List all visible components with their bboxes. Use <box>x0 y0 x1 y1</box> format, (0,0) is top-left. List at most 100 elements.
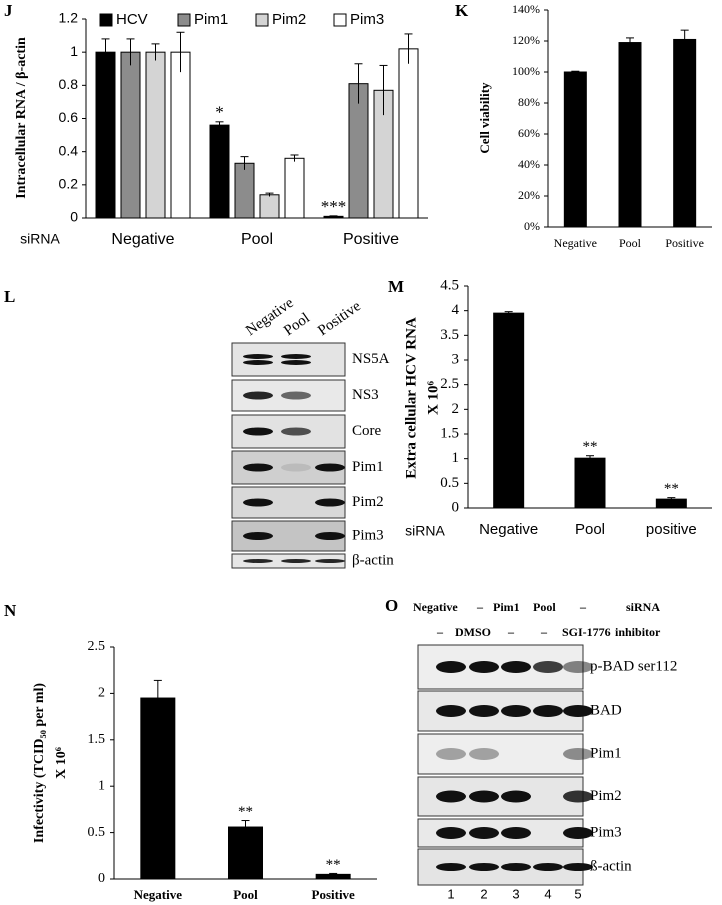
bar <box>618 42 642 228</box>
blot-row-label: Pim3 <box>352 527 384 543</box>
y-axis-label: Intracellular RNA / β-actin <box>14 37 29 199</box>
y-tick-label: 1.5 <box>440 425 459 441</box>
treatment-label: – <box>507 625 515 639</box>
y-tick-label: 60% <box>518 126 540 140</box>
blot-row <box>417 733 584 775</box>
treatment-label: – <box>476 600 484 614</box>
x-tick-label: Positive <box>312 887 356 902</box>
lane-number: 1 <box>447 886 454 901</box>
y-axis-label: Infectivity (TCID₅₀ per ml) <box>32 683 47 844</box>
legend-label: HCV <box>116 11 148 28</box>
y-axis-label: Extra cellular HCV RNA <box>403 317 419 479</box>
treatment-label: Negative <box>413 600 458 614</box>
bar <box>398 48 419 219</box>
y-tick-label: 2 <box>452 401 460 417</box>
blot-row-label: Pim2 <box>590 788 622 804</box>
treatment-label: inhibitor <box>615 625 661 639</box>
blot-band <box>243 498 273 507</box>
blot-row <box>231 342 346 377</box>
blot-band <box>563 661 593 673</box>
legend-swatch <box>177 13 191 27</box>
legend-swatch <box>255 13 269 27</box>
blot-row-label: Pim1 <box>352 459 384 475</box>
blot-band <box>315 532 345 540</box>
panel-label: O <box>385 596 398 615</box>
blot-row-label: Pim3 <box>590 824 622 840</box>
bar <box>140 697 176 880</box>
blot-band <box>469 827 499 839</box>
blot-band <box>469 661 499 673</box>
y-tick-label: 2 <box>98 686 105 701</box>
x-tick-label: Pool <box>619 236 642 250</box>
treatment-label: DMSO <box>455 625 491 639</box>
legend-label: Pim1 <box>194 11 228 28</box>
y-tick-label: 0% <box>524 219 540 233</box>
blot-band <box>533 863 563 871</box>
y-tick-label: 0 <box>98 871 105 886</box>
y-tick-label: 0.6 <box>59 109 79 125</box>
y-tick-label: 80% <box>518 95 540 109</box>
panel-label: J <box>4 1 13 20</box>
y-tick-label: 0.2 <box>59 176 79 192</box>
x-tick-label: Negative <box>554 236 597 250</box>
blot-band <box>563 748 593 760</box>
bar <box>228 826 263 880</box>
blot-band <box>563 863 593 871</box>
x-tick-label: Positive <box>665 236 704 250</box>
blot-band <box>469 790 499 803</box>
x-tick-label: Negative <box>111 231 174 248</box>
bar <box>259 194 280 219</box>
blot-band <box>436 748 466 760</box>
blot-band <box>501 863 531 871</box>
bar <box>234 162 255 219</box>
blot-band <box>281 354 311 359</box>
bar <box>493 312 525 509</box>
lane-number: 5 <box>574 886 581 901</box>
y-tick-label: 40% <box>518 157 540 171</box>
blot-band <box>281 360 311 365</box>
y-tick-label: 1.2 <box>59 10 79 26</box>
panel-label: K <box>455 1 469 20</box>
blot-band <box>469 863 499 871</box>
blot-band <box>436 705 466 717</box>
blot-band <box>501 661 531 673</box>
blot-band <box>243 427 273 436</box>
significance-label: ** <box>326 857 341 873</box>
x-tick-label: Pool <box>575 521 605 538</box>
blot-band <box>243 354 273 359</box>
treatment-label: – <box>436 625 444 639</box>
y-tick-label: 1 <box>452 450 460 466</box>
y-tick-label: 2.5 <box>440 376 459 392</box>
blot-band <box>281 463 311 472</box>
blot-band <box>243 532 273 540</box>
y-tick-label: 0.4 <box>59 142 79 158</box>
lane-number: 4 <box>544 886 551 901</box>
legend-label: Pim3 <box>350 11 384 28</box>
blot-row-label: NS5A <box>352 351 390 367</box>
blot-band <box>563 790 593 803</box>
x-tick-label: positive <box>646 521 697 538</box>
legend-swatch <box>333 13 347 27</box>
treatment-label: siRNA <box>626 600 660 614</box>
y-tick-label: 2.5 <box>88 639 106 654</box>
blot-band <box>436 863 466 871</box>
bar <box>574 457 606 509</box>
blot-row-label: NS3 <box>352 387 379 403</box>
x-axis-label: siRNA <box>405 523 445 539</box>
treatment-label: – <box>579 600 587 614</box>
blot-row-label: p-BAD ser112 <box>590 658 677 674</box>
bar <box>145 51 166 219</box>
treatment-label: – <box>540 625 548 639</box>
blot-band <box>281 559 311 563</box>
y-tick-label: 100% <box>512 64 540 78</box>
y-tick-label: 0.8 <box>59 76 79 92</box>
bar <box>120 51 141 219</box>
bar <box>563 71 587 228</box>
y-tick-label: 0.5 <box>88 825 106 840</box>
blot-band <box>436 790 466 803</box>
lane-number: 3 <box>512 886 519 901</box>
y-axis-label: Cell viability <box>477 82 492 154</box>
lane-number: 2 <box>480 886 487 901</box>
blot-band <box>243 463 273 472</box>
y-tick-label: 0 <box>70 209 78 225</box>
